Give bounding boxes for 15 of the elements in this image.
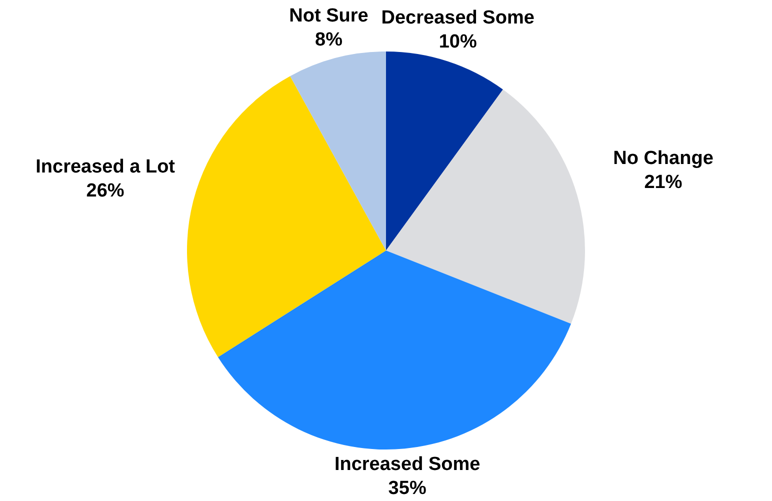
slice-label: Not Sure — [289, 6, 368, 27]
slice-label: Decreased Some — [381, 7, 534, 28]
pie-slice — [187, 76, 386, 358]
data-label: 10% — [438, 31, 477, 52]
pie-slice — [218, 250, 572, 450]
slice-label: Increased a Lot — [36, 156, 176, 178]
slice-label: Increased Some — [334, 454, 480, 476]
data-label: 26% — [86, 180, 124, 202]
data-label: 21% — [644, 172, 682, 193]
pie-slice — [386, 90, 585, 324]
data-label: 35% — [388, 478, 426, 500]
pie-slice — [386, 52, 503, 250]
slice-label: No Change — [613, 148, 714, 169]
data-label: 8% — [315, 30, 343, 51]
pie-slice — [290, 52, 386, 250]
